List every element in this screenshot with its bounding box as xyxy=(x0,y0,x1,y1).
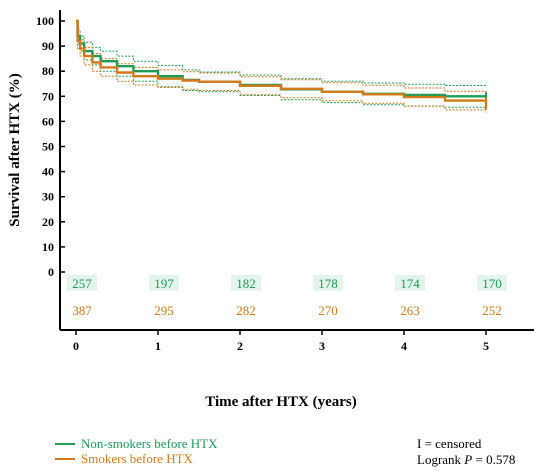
y-axis-label: Survival after HTX (%) xyxy=(7,73,23,226)
risk-bg-nonsmokers-5 xyxy=(477,275,507,291)
risk-number-smokers-0: 387 xyxy=(72,303,92,318)
risk-bg-nonsmokers-0 xyxy=(67,275,97,291)
ci-upper-smokers xyxy=(76,20,487,95)
risk-number-smokers-3: 270 xyxy=(318,303,338,318)
legend-swatch-smokers xyxy=(55,457,75,460)
legend-item-smokers: Smokers before HTX xyxy=(55,451,217,466)
risk-number-nonsmokers-3: 178 xyxy=(318,276,338,291)
y-tick-label-10: 100 xyxy=(36,14,54,28)
y-tick-label-4: 40 xyxy=(42,165,54,179)
risk-bg-nonsmokers-2 xyxy=(231,275,261,291)
x-tick-label-0: 0 xyxy=(73,339,79,353)
logrank-value: = 0.578 xyxy=(472,452,516,467)
risk-bg-nonsmokers-3 xyxy=(313,275,343,291)
confidence-bands xyxy=(76,20,487,113)
x-tick-labels: 0 1 2 3 4 5 xyxy=(73,330,489,353)
risk-number-nonsmokers-4: 174 xyxy=(400,276,420,291)
survival-curves xyxy=(76,19,488,104)
y-tick-labels: 0 10 20 30 40 50 60 70 80 90 100 xyxy=(36,14,65,279)
logrank-p-symbol: P xyxy=(464,452,473,467)
logrank-prefix: Logrank xyxy=(417,452,465,467)
numbers-at-risk: 257 197 182 178 174 170 387 295 282 270 263 252 xyxy=(72,276,502,318)
y-tick-label-9: 90 xyxy=(42,39,54,53)
legend-label-smokers: Smokers before HTX xyxy=(81,450,193,466)
risk-number-smokers-5: 252 xyxy=(482,303,502,318)
logrank-note: Logrank P = 0.578 xyxy=(417,452,515,468)
censored-text: I = censored xyxy=(417,436,482,451)
y-tick-label-2: 20 xyxy=(42,215,54,229)
legend-item-nonsmokers: Non-smokers before HTX xyxy=(55,436,217,451)
x-tick-label-1: 1 xyxy=(155,339,161,353)
y-tick-label-1: 10 xyxy=(42,240,54,254)
chart-legend: Non-smokers before HTX Smokers before HT… xyxy=(55,436,217,466)
risk-number-smokers-1: 295 xyxy=(154,303,174,318)
risk-bg-nonsmokers-4 xyxy=(395,275,425,291)
censored-note: I = censored xyxy=(417,436,481,452)
legend-swatch-nonsmokers xyxy=(55,442,75,445)
y-tick-label-8: 80 xyxy=(42,64,54,78)
y-tick-label-7: 70 xyxy=(42,89,54,103)
x-axis-label: Time after HTX (years) xyxy=(205,394,357,410)
risk-number-smokers-2: 282 xyxy=(236,303,256,318)
risk-number-nonsmokers-0: 257 xyxy=(72,276,92,291)
y-tick-label-3: 30 xyxy=(42,190,54,204)
risk-table-background xyxy=(67,275,507,291)
x-tick-label-3: 3 xyxy=(319,339,325,353)
y-tick-label-5: 50 xyxy=(42,140,54,154)
y-tick-label-0: 0 xyxy=(48,265,54,279)
risk-number-smokers-4: 263 xyxy=(400,303,420,318)
x-tick-label-5: 5 xyxy=(483,339,489,353)
risk-number-nonsmokers-5: 170 xyxy=(482,276,502,291)
risk-number-nonsmokers-2: 182 xyxy=(236,276,256,291)
x-tick-label-4: 4 xyxy=(401,339,407,353)
series-line-smokers xyxy=(76,19,488,104)
risk-number-nonsmokers-1: 197 xyxy=(154,276,174,291)
ci-upper-nonsmokers xyxy=(76,20,487,87)
axes xyxy=(59,10,534,331)
risk-bg-nonsmokers-1 xyxy=(149,275,179,291)
legend-label-nonsmokers: Non-smokers before HTX xyxy=(81,435,218,451)
y-tick-label-6: 60 xyxy=(42,114,54,128)
ci-lower-smokers xyxy=(76,20,487,113)
ci-lower-nonsmokers xyxy=(76,20,487,110)
x-tick-label-2: 2 xyxy=(237,339,243,353)
